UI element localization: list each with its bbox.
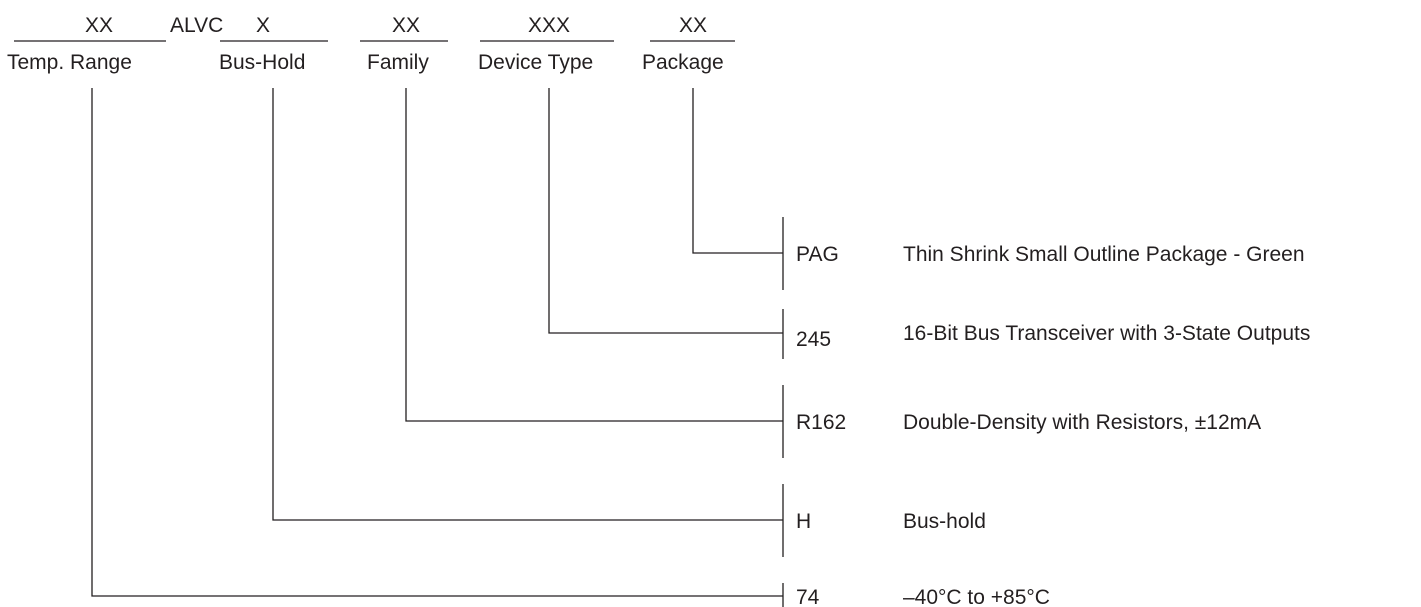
temp-range-connector: [91, 88, 783, 597]
package-code: PAG: [796, 243, 839, 266]
family-label: Family: [367, 51, 429, 74]
device-type-description: 16-Bit Bus Transceiver with 3-State Outp…: [903, 322, 1310, 345]
device-type-label: Device Type: [478, 51, 593, 74]
device-type-code: 245: [796, 328, 831, 351]
bus-hold-connector: [272, 88, 783, 521]
temp-range-code: 74: [796, 586, 820, 607]
bus-hold-description: Bus-hold: [903, 510, 986, 533]
alvc-prefix: ALVC: [170, 14, 223, 37]
device-type-placeholder: XXX: [528, 14, 570, 37]
package-label: Package: [642, 51, 724, 74]
package-description: Thin Shrink Small Outline Package - Gree…: [903, 243, 1305, 266]
temp-range-description: –40°C to +85°C: [903, 586, 1050, 607]
bus-hold-placeholder: X: [256, 14, 270, 37]
family-code: R162: [796, 411, 846, 434]
device-type-connector: [548, 88, 783, 334]
family-description: Double-Density with Resistors, ±12mA: [903, 411, 1261, 434]
temp-range-placeholder: XX: [85, 14, 113, 37]
bus-hold-label: Bus-Hold: [219, 51, 305, 74]
temp-range-label: Temp. Range: [7, 51, 132, 74]
package-connector: [692, 88, 783, 254]
package-placeholder: XX: [679, 14, 707, 37]
family-placeholder: XX: [392, 14, 420, 37]
family-connector: [405, 88, 783, 422]
bus-hold-code: H: [796, 510, 811, 533]
